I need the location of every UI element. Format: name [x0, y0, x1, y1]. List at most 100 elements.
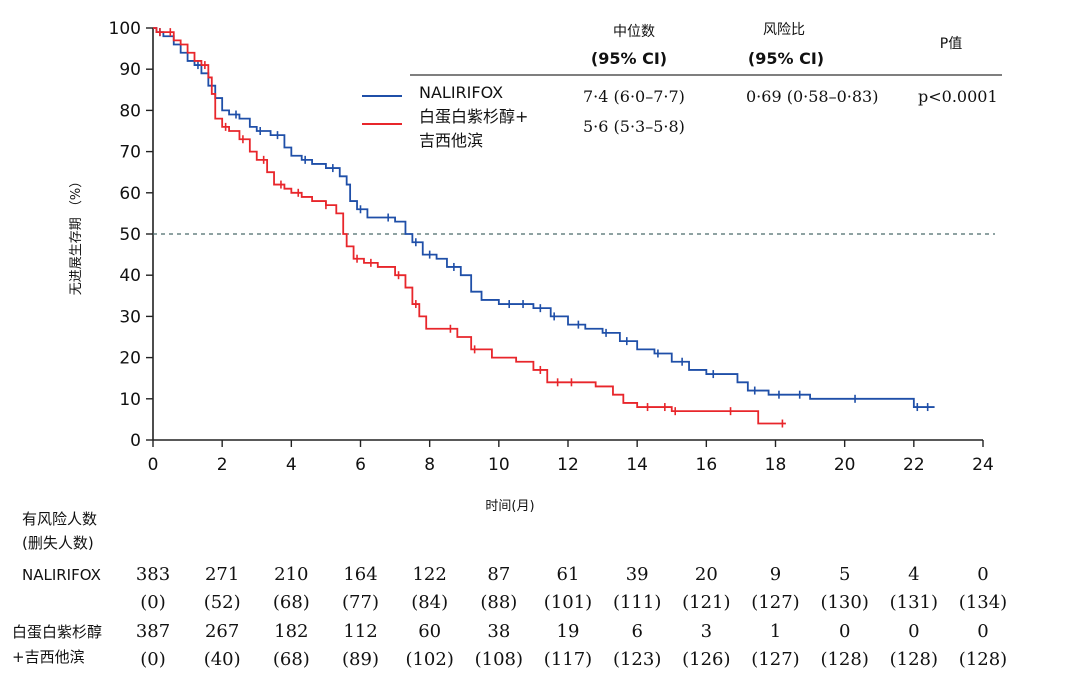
- risk-censored: (88): [480, 592, 517, 613]
- risk-censored: (111): [613, 592, 661, 613]
- y-tick-label: 100: [109, 19, 141, 39]
- risk-at-risk: 87: [487, 564, 510, 585]
- median-nalirifox: 7·4 (6·0–7·7): [583, 87, 685, 106]
- y-tick-label: 70: [119, 143, 141, 163]
- p-value: p<0.0001: [918, 87, 998, 106]
- risk-at-risk: 3: [701, 621, 712, 642]
- risk-at-risk: 19: [557, 621, 580, 642]
- risk-censored: (40): [204, 649, 241, 670]
- y-tick-label: 40: [119, 266, 141, 286]
- x-tick-label: 18: [765, 455, 787, 475]
- median-ci-header: (95% CI): [591, 49, 667, 68]
- risk-cells: 383(0)271(52)210(68)164(77)122(84)87(88)…: [136, 564, 1007, 670]
- risk-at-risk: 5: [839, 564, 850, 585]
- stats-table: 中位数 (95% CI) 风险比 (95% CI) P值 NALIRIFOX 白…: [362, 22, 1002, 150]
- risk-row-label-nalirifox: NALIRIFOX: [22, 566, 101, 584]
- risk-at-risk: 182: [274, 621, 308, 642]
- risk-censored: (101): [544, 592, 592, 613]
- risk-at-risk: 39: [626, 564, 649, 585]
- risk-censored: (128): [820, 649, 868, 670]
- curve-series-1: [153, 27, 786, 425]
- x-axis-title: 时间(月): [485, 499, 534, 514]
- y-tick-label: 50: [119, 225, 141, 245]
- risk-at-risk: 271: [205, 564, 239, 585]
- risk-at-risk: 61: [557, 564, 580, 585]
- risk-censored: (0): [140, 592, 166, 613]
- risk-title-line2: (删失人数): [22, 534, 94, 552]
- risk-censored: (84): [411, 592, 448, 613]
- y-axis-title: 无进展生存期 （%）: [69, 175, 84, 296]
- risk-at-risk: 0: [977, 564, 988, 585]
- median-gemcitabine: 5·6 (5·3–5·8): [583, 117, 685, 136]
- y-tick-label: 30: [119, 307, 141, 327]
- y-tick-label: 20: [119, 349, 141, 369]
- y-tick-label: 60: [119, 184, 141, 204]
- risk-censored: (102): [405, 649, 453, 670]
- risk-at-risk: 112: [343, 621, 377, 642]
- risk-at-risk: 1: [770, 621, 781, 642]
- survival-curves: [153, 27, 935, 428]
- risk-at-risk: 210: [274, 564, 308, 585]
- x-tick-label: 24: [972, 455, 994, 475]
- x-tick-label: 14: [626, 455, 648, 475]
- risk-censored: (127): [751, 649, 799, 670]
- x-tick-label: 0: [148, 455, 159, 475]
- risk-censored: (108): [475, 649, 523, 670]
- risk-censored: (126): [682, 649, 730, 670]
- risk-censored: (121): [682, 592, 730, 613]
- risk-at-risk: 60: [418, 621, 441, 642]
- risk-censored: (0): [140, 649, 166, 670]
- risk-censored: (89): [342, 649, 379, 670]
- risk-censored: (127): [751, 592, 799, 613]
- risk-censored: (130): [820, 592, 868, 613]
- risk-censored: (77): [342, 592, 379, 613]
- risk-table: 有风险人数 (删失人数) NALIRIFOX 白蛋白紫杉醇 +吉西他滨 383(…: [12, 510, 1007, 670]
- risk-censored: (52): [204, 592, 241, 613]
- hr-header: 风险比: [763, 22, 805, 38]
- legend-label-gemcitabine-line2: 吉西他滨: [419, 131, 483, 150]
- risk-at-risk: 38: [487, 621, 510, 642]
- risk-censored: (68): [273, 649, 310, 670]
- y-ticks: 0 10 20 30 40 50 60 70 80 90 100: [109, 19, 153, 451]
- risk-censored: (134): [959, 592, 1007, 613]
- y-tick-label: 90: [119, 60, 141, 80]
- risk-at-risk: 4: [908, 564, 919, 585]
- risk-at-risk: 0: [839, 621, 850, 642]
- risk-at-risk: 387: [136, 621, 170, 642]
- risk-censored: (123): [613, 649, 661, 670]
- hr-ci-header: (95% CI): [748, 49, 824, 68]
- risk-censored: (128): [959, 649, 1007, 670]
- risk-at-risk: 267: [205, 621, 239, 642]
- x-tick-label: 2: [217, 455, 228, 475]
- y-tick-label: 0: [130, 431, 141, 451]
- legend-label-nalirifox: NALIRIFOX: [419, 83, 503, 102]
- p-header: P值: [940, 36, 962, 52]
- x-tick-label: 22: [903, 455, 925, 475]
- risk-row-label-gemcitabine-line1: 白蛋白紫杉醇: [12, 623, 102, 641]
- curve-series-0: [153, 27, 935, 408]
- y-tick-label: 80: [119, 101, 141, 121]
- x-ticks: 0 2 4 6 8 10 12 14 16 18 20 22 24: [148, 440, 994, 475]
- risk-title-line1: 有风险人数: [22, 510, 97, 528]
- hazard-ratio: 0·69 (0·58–0·83): [746, 87, 878, 106]
- risk-at-risk: 9: [770, 564, 781, 585]
- risk-at-risk: 164: [343, 564, 377, 585]
- legend-label-gemcitabine-line1: 白蛋白紫杉醇+: [419, 107, 528, 126]
- risk-at-risk: 383: [136, 564, 170, 585]
- x-tick-label: 6: [355, 455, 366, 475]
- y-tick-label: 10: [119, 390, 141, 410]
- x-tick-label: 16: [696, 455, 718, 475]
- risk-censored: (68): [273, 592, 310, 613]
- x-tick-label: 8: [424, 455, 435, 475]
- risk-at-risk: 20: [695, 564, 718, 585]
- x-tick-label: 10: [488, 455, 510, 475]
- median-header: 中位数: [613, 24, 655, 40]
- risk-censored: (131): [890, 592, 938, 613]
- risk-at-risk: 0: [908, 621, 919, 642]
- risk-at-risk: 122: [412, 564, 446, 585]
- x-tick-label: 20: [834, 455, 856, 475]
- risk-at-risk: 6: [631, 621, 642, 642]
- risk-row-label-gemcitabine-line2: +吉西他滨: [12, 648, 85, 666]
- risk-censored: (128): [890, 649, 938, 670]
